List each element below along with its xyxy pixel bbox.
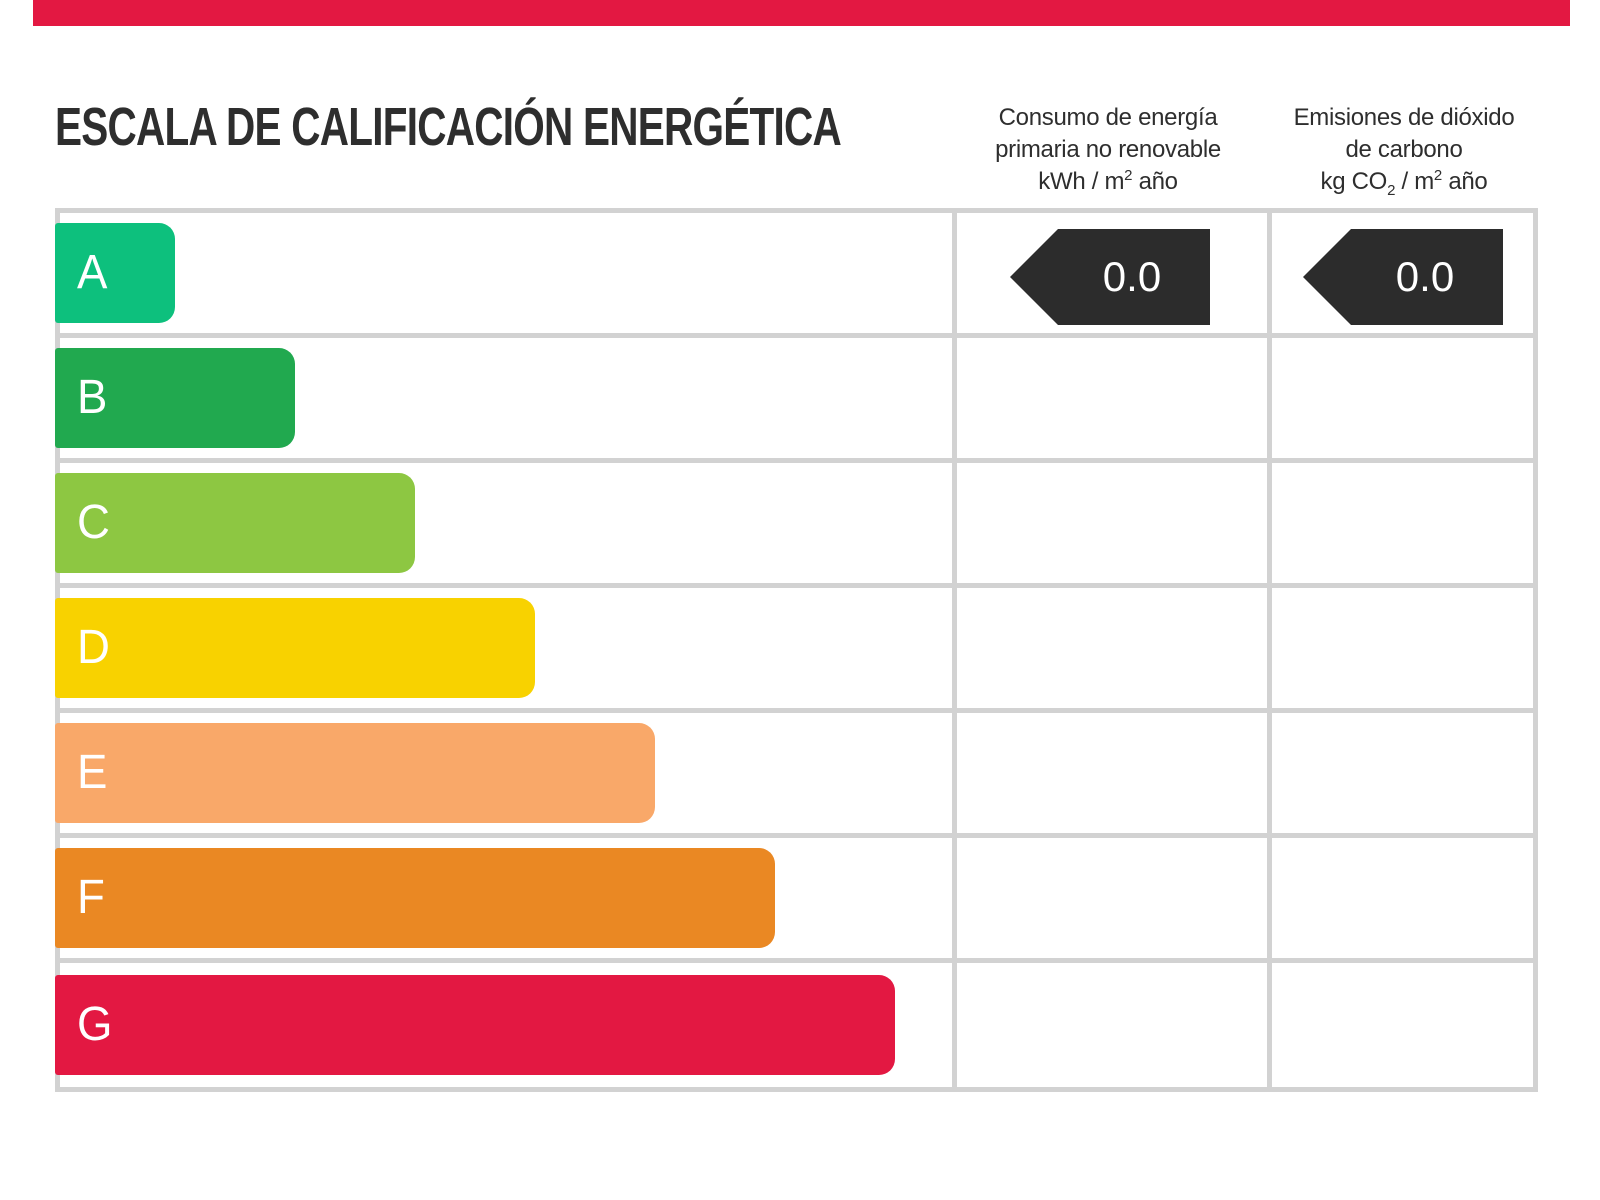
rating-bar-b: B: [55, 348, 295, 448]
rating-table: A B C D E F G 0.0 0.0: [55, 208, 1538, 1092]
header-line-1: Consumo de energía: [998, 104, 1218, 131]
rating-bar-f: F: [55, 848, 775, 948]
rating-letter-a: A: [77, 246, 108, 299]
row-divider: [60, 958, 1533, 963]
rating-letter-f: F: [77, 871, 105, 924]
row-divider: [60, 833, 1533, 838]
header-unit: kg CO2 / m2 año: [1320, 167, 1488, 199]
header-line-1: Emisiones de dióxido: [1293, 104, 1515, 131]
column-divider-consumo: [952, 213, 957, 1087]
rating-grid: A B C D E F G 0.0 0.0: [55, 213, 1533, 1087]
header-line-2: primaria no renovable: [995, 136, 1221, 163]
column-header-consumo: Consumo de energía primaria no renovable…: [952, 102, 1264, 198]
column-header-emisiones: Emisiones de dióxido de carbono kg CO2 /…: [1270, 102, 1538, 198]
rating-bar-d: D: [55, 598, 535, 698]
row-divider: [60, 458, 1533, 463]
rating-letter-c: C: [77, 496, 110, 549]
consumo-value: 0.0: [1102, 253, 1162, 300]
emisiones-value-arrow: 0.0: [1303, 229, 1503, 325]
emisiones-value: 0.0: [1395, 253, 1455, 300]
rating-letter-e: E: [77, 746, 108, 799]
column-divider-emisiones: [1267, 213, 1272, 1087]
header-line-2: de carbono: [1345, 136, 1463, 163]
rating-bar-a: A: [55, 223, 175, 323]
rating-letter-g: G: [77, 998, 113, 1051]
rating-letter-d: D: [77, 621, 110, 674]
row-divider: [60, 583, 1533, 588]
header-unit: kWh / m2 año: [1038, 167, 1178, 195]
row-divider: [60, 333, 1533, 338]
row-divider: [60, 708, 1533, 713]
consumo-value-arrow: 0.0: [1010, 229, 1210, 325]
rating-bar-e: E: [55, 723, 655, 823]
rating-bar-c: C: [55, 473, 415, 573]
page-title: ESCALA DE CALIFICACIÓN ENERGÉTICA: [55, 97, 842, 157]
rating-bar-g: G: [55, 975, 895, 1075]
top-accent-bar: [33, 0, 1570, 26]
rating-letter-b: B: [77, 371, 108, 424]
